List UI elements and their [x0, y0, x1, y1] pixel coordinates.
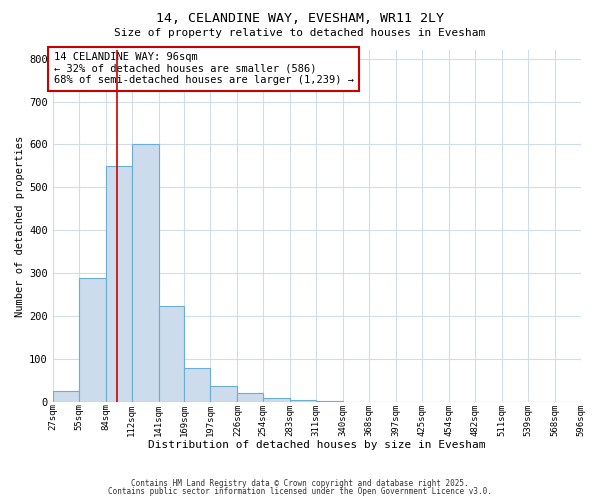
Y-axis label: Number of detached properties: Number of detached properties: [15, 136, 25, 316]
Text: Contains public sector information licensed under the Open Government Licence v3: Contains public sector information licen…: [108, 487, 492, 496]
Bar: [184, 368, 211, 402]
Bar: [211, 386, 238, 402]
Bar: [238, 392, 263, 402]
X-axis label: Distribution of detached houses by size in Evesham: Distribution of detached houses by size …: [148, 440, 485, 450]
Bar: [290, 400, 316, 402]
Bar: [131, 144, 158, 402]
Text: 14 CELANDINE WAY: 96sqm
← 32% of detached houses are smaller (586)
68% of semi-d: 14 CELANDINE WAY: 96sqm ← 32% of detache…: [54, 52, 354, 86]
Text: Size of property relative to detached houses in Evesham: Size of property relative to detached ho…: [115, 28, 485, 38]
Text: 14, CELANDINE WAY, EVESHAM, WR11 2LY: 14, CELANDINE WAY, EVESHAM, WR11 2LY: [156, 12, 444, 26]
Bar: [53, 392, 79, 402]
Bar: [158, 306, 184, 402]
Bar: [106, 166, 131, 402]
Bar: [263, 398, 290, 402]
Bar: [79, 278, 106, 402]
Text: Contains HM Land Registry data © Crown copyright and database right 2025.: Contains HM Land Registry data © Crown c…: [131, 478, 469, 488]
